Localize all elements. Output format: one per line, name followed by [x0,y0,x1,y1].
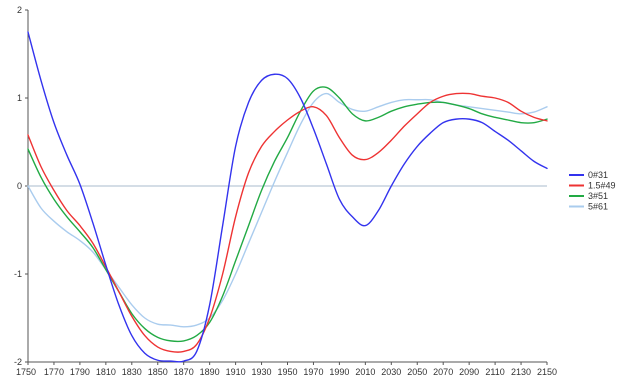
series-line-0-31 [27,31,548,363]
x-tick-label: 2090 [459,367,479,377]
legend-label: 1.5#49 [588,181,616,191]
x-tick-label: 1850 [148,367,168,377]
x-tick-label: 1790 [70,367,90,377]
series-line-1-5-49 [27,92,548,353]
x-tick-label: 1830 [122,367,142,377]
legend-label: 0#31 [588,170,608,180]
x-tick-label: 2050 [407,367,427,377]
x-tick-label: 1910 [226,367,246,377]
x-tick-label: 2130 [511,367,531,377]
x-tick-label: 2030 [381,367,401,377]
x-tick-label: 2070 [433,367,453,377]
legend-label: 5#61 [588,202,608,212]
x-tick-label: 1950 [277,367,297,377]
x-tick-label: 1870 [174,367,194,377]
x-tick-label: 1990 [329,367,349,377]
y-tick-label: 2 [17,5,22,15]
series-line-3-51 [27,86,548,343]
x-tick-label: 1890 [200,367,220,377]
x-tick-label: 2150 [537,367,557,377]
y-tick-label: -1 [14,269,22,279]
x-tick-label: 1930 [252,367,272,377]
legend-label: 3#51 [588,191,608,201]
x-tick-label: 1810 [96,367,116,377]
x-tick-label: 1770 [44,367,64,377]
y-tick-label: 0 [17,181,22,191]
x-tick-label: 2010 [355,367,375,377]
y-tick-label: 1 [17,93,22,103]
x-tick-label: 1750 [16,367,36,377]
x-tick-label: 1970 [303,367,323,377]
series-line-5-61 [27,92,548,328]
y-tick-label: -2 [14,357,22,367]
x-tick-label: 2110 [485,367,504,377]
